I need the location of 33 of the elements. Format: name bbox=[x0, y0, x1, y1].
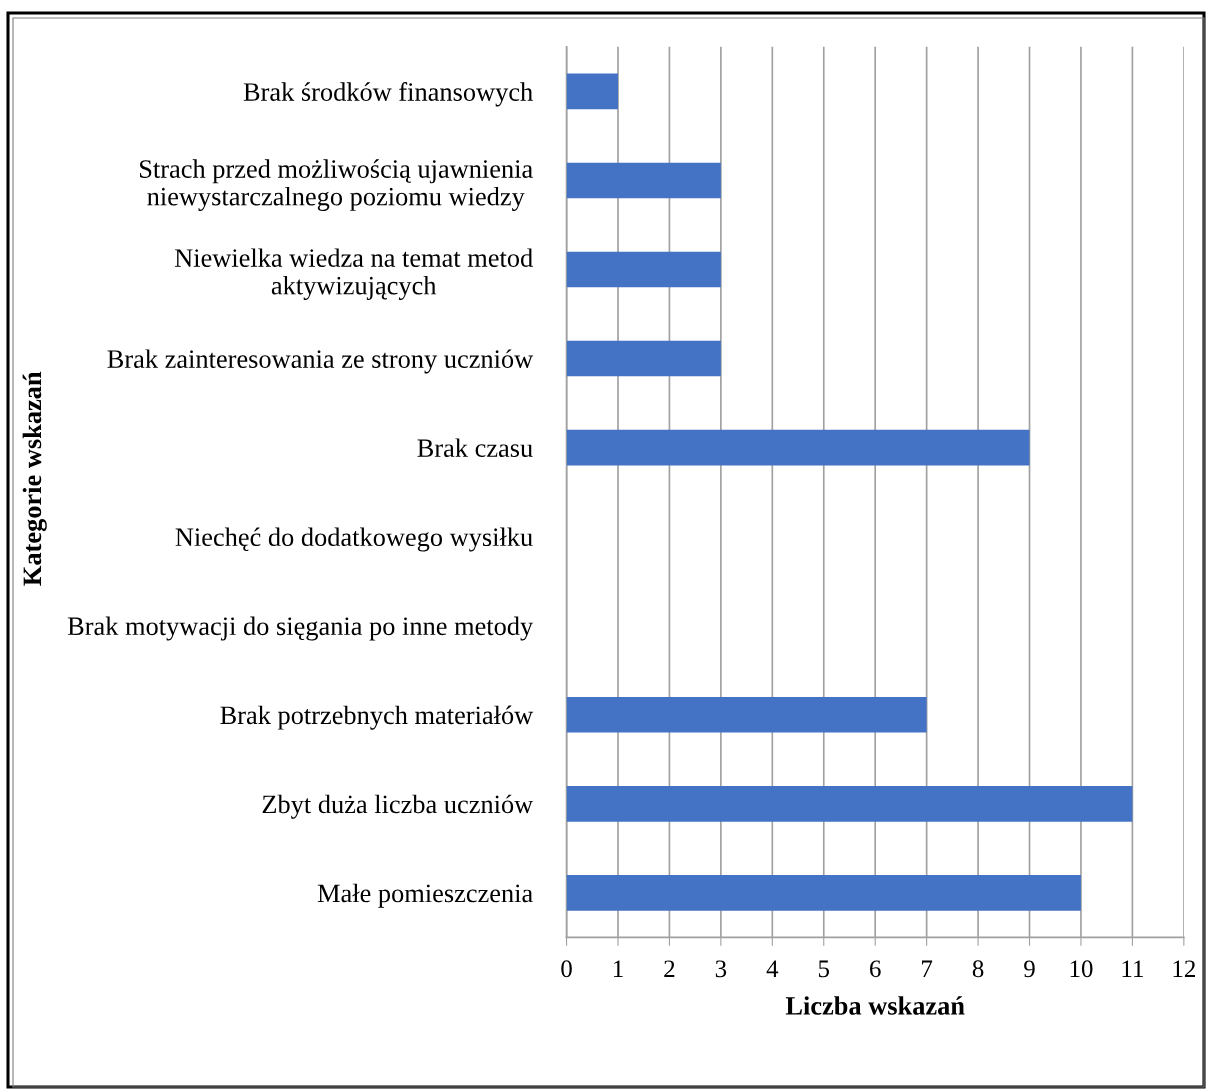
y-tick-label: Brak czasu bbox=[417, 438, 533, 458]
x-tick-label: 11 bbox=[1122, 960, 1143, 977]
y-tick-label: Małe pomieszczenia bbox=[317, 883, 533, 908]
x-tick-label: 3 bbox=[715, 960, 727, 978]
y-tick-label: Brak motywacji do sięgania po inne metody bbox=[67, 616, 534, 641]
y-tick-label: Niewielka wiedza na temat metod aktywizujących bbox=[174, 248, 533, 300]
x-tick-label: 0 bbox=[561, 960, 572, 978]
y-tick-label: Niechęć do dodatkowego wysiłku bbox=[175, 527, 533, 552]
y-tick-label: Brak środków finansowych bbox=[243, 82, 533, 107]
bar bbox=[566, 251, 721, 288]
x-tick-label: 7 bbox=[922, 960, 933, 977]
x-tick-label: 1 bbox=[613, 960, 623, 977]
y-axis-title: Kategorie wskazań bbox=[22, 371, 47, 586]
bar bbox=[566, 340, 721, 377]
x-axis-title: Liczba wskazań bbox=[785, 996, 965, 1015]
y-tick-label: Zbyt duża liczba uczniów bbox=[262, 794, 534, 819]
x-tick-label: 4 bbox=[766, 960, 779, 977]
x-tick-label: 5 bbox=[818, 960, 830, 978]
x-tick-label: 9 bbox=[1024, 960, 1035, 978]
y-tick-label: Strach przed możliwością ujawnienia niewystarczalnego poziomu wiedzy bbox=[140, 159, 533, 211]
x-tick-label: 2 bbox=[664, 960, 675, 977]
bar bbox=[566, 875, 1081, 911]
y-tick-label: Brak zainteresowania ze strony uczniów bbox=[107, 349, 534, 374]
bar bbox=[566, 429, 1030, 466]
bar bbox=[566, 786, 1133, 822]
bar bbox=[566, 696, 927, 733]
bar bbox=[566, 73, 618, 110]
x-tick-label: 10 bbox=[1070, 960, 1093, 978]
bar bbox=[566, 162, 721, 199]
y-tick-label: Brak potrzebnych materiałów bbox=[220, 705, 534, 730]
x-tick-label: 6 bbox=[870, 960, 881, 978]
x-tick-label: 12 bbox=[1173, 960, 1195, 977]
x-tick-label: 8 bbox=[972, 960, 984, 978]
